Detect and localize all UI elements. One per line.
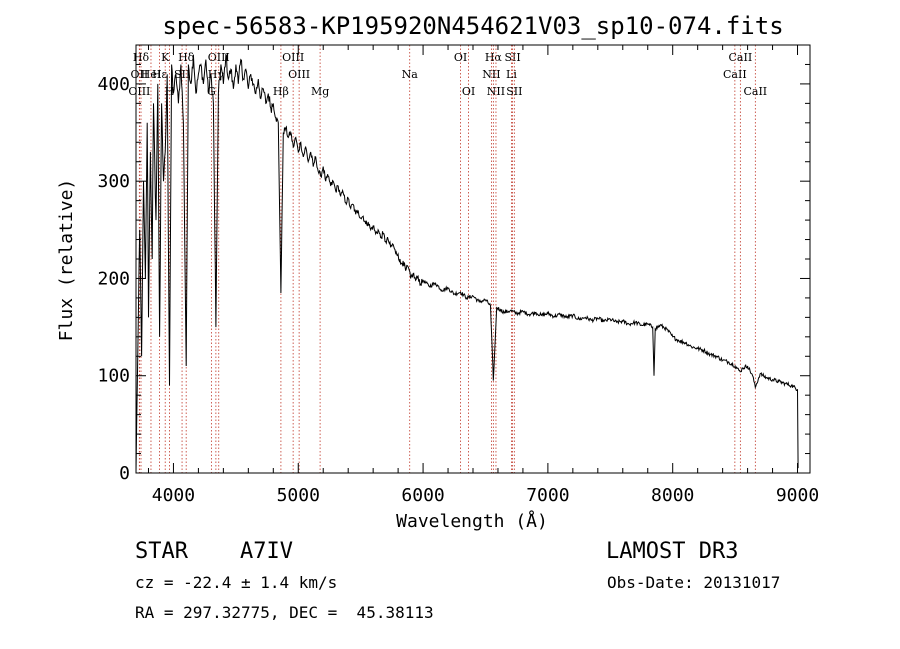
x-tick-label: 6000 bbox=[401, 485, 444, 506]
object-class: STAR bbox=[135, 539, 188, 564]
line-label: OI bbox=[462, 85, 475, 98]
line-label: OIII bbox=[208, 51, 230, 64]
y-tick-label: 400 bbox=[97, 74, 130, 95]
line-label: Hδ bbox=[178, 51, 195, 64]
y-tick-label: 300 bbox=[97, 171, 130, 192]
line-label: NII bbox=[482, 68, 500, 81]
line-label: Na bbox=[402, 68, 419, 81]
line-label: HeI bbox=[141, 68, 161, 81]
line-label: Mg bbox=[311, 85, 329, 98]
line-label: OIII bbox=[282, 51, 304, 64]
redshift-value: cz = -22.4 ± 1.4 km/s bbox=[135, 573, 338, 592]
axes: 4000 5000 6000 7000 8000 9000 0 100 200 300 400 bbox=[97, 44, 819, 506]
line-label: CaII bbox=[723, 68, 747, 81]
line-label: OI bbox=[454, 51, 467, 64]
line-label: G bbox=[207, 85, 216, 98]
line-label: CaII bbox=[743, 85, 767, 98]
plot-area bbox=[135, 53, 799, 474]
line-label: H bbox=[165, 85, 175, 98]
y-tick-label: 0 bbox=[119, 463, 130, 484]
line-label: Hβ bbox=[273, 85, 289, 98]
line-label: SII bbox=[506, 85, 522, 98]
line-label: Li bbox=[506, 68, 517, 81]
line-label: K bbox=[161, 51, 170, 64]
chart-title: spec-56583-KP195920N454621V03_sp10-074.f… bbox=[162, 12, 783, 40]
line-label: Hδ bbox=[133, 51, 150, 64]
x-tick-label: 4000 bbox=[152, 485, 195, 506]
observation-date: Obs-Date: 20131017 bbox=[607, 573, 781, 592]
x-tick-label: 9000 bbox=[776, 485, 819, 506]
line-label: SII bbox=[504, 51, 520, 64]
line-label: SII bbox=[174, 68, 190, 81]
x-axis-label: Wavelength (Å) bbox=[396, 510, 548, 532]
line-label: OIII bbox=[288, 68, 310, 81]
object-subclass: A7IV bbox=[240, 539, 293, 564]
y-axis-label: Flux (relative) bbox=[56, 179, 77, 342]
x-tick-label: 7000 bbox=[526, 485, 569, 506]
coordinates: RA = 297.32775, DEC = 45.38113 bbox=[135, 603, 434, 622]
plot-frame bbox=[135, 44, 811, 474]
line-label: Hε bbox=[152, 68, 168, 81]
y-tick-label: 100 bbox=[97, 366, 130, 387]
x-tick-label: 5000 bbox=[277, 485, 320, 506]
survey-name: LAMOST DR3 bbox=[606, 539, 739, 564]
line-label: NII bbox=[487, 85, 505, 98]
flux-series-line bbox=[135, 53, 799, 474]
y-tick-label: 200 bbox=[97, 268, 130, 289]
x-tick-label: 8000 bbox=[651, 485, 694, 506]
line-label: CaII bbox=[729, 51, 753, 64]
line-label: Hα bbox=[485, 51, 503, 64]
line-label: OIII bbox=[128, 85, 150, 98]
